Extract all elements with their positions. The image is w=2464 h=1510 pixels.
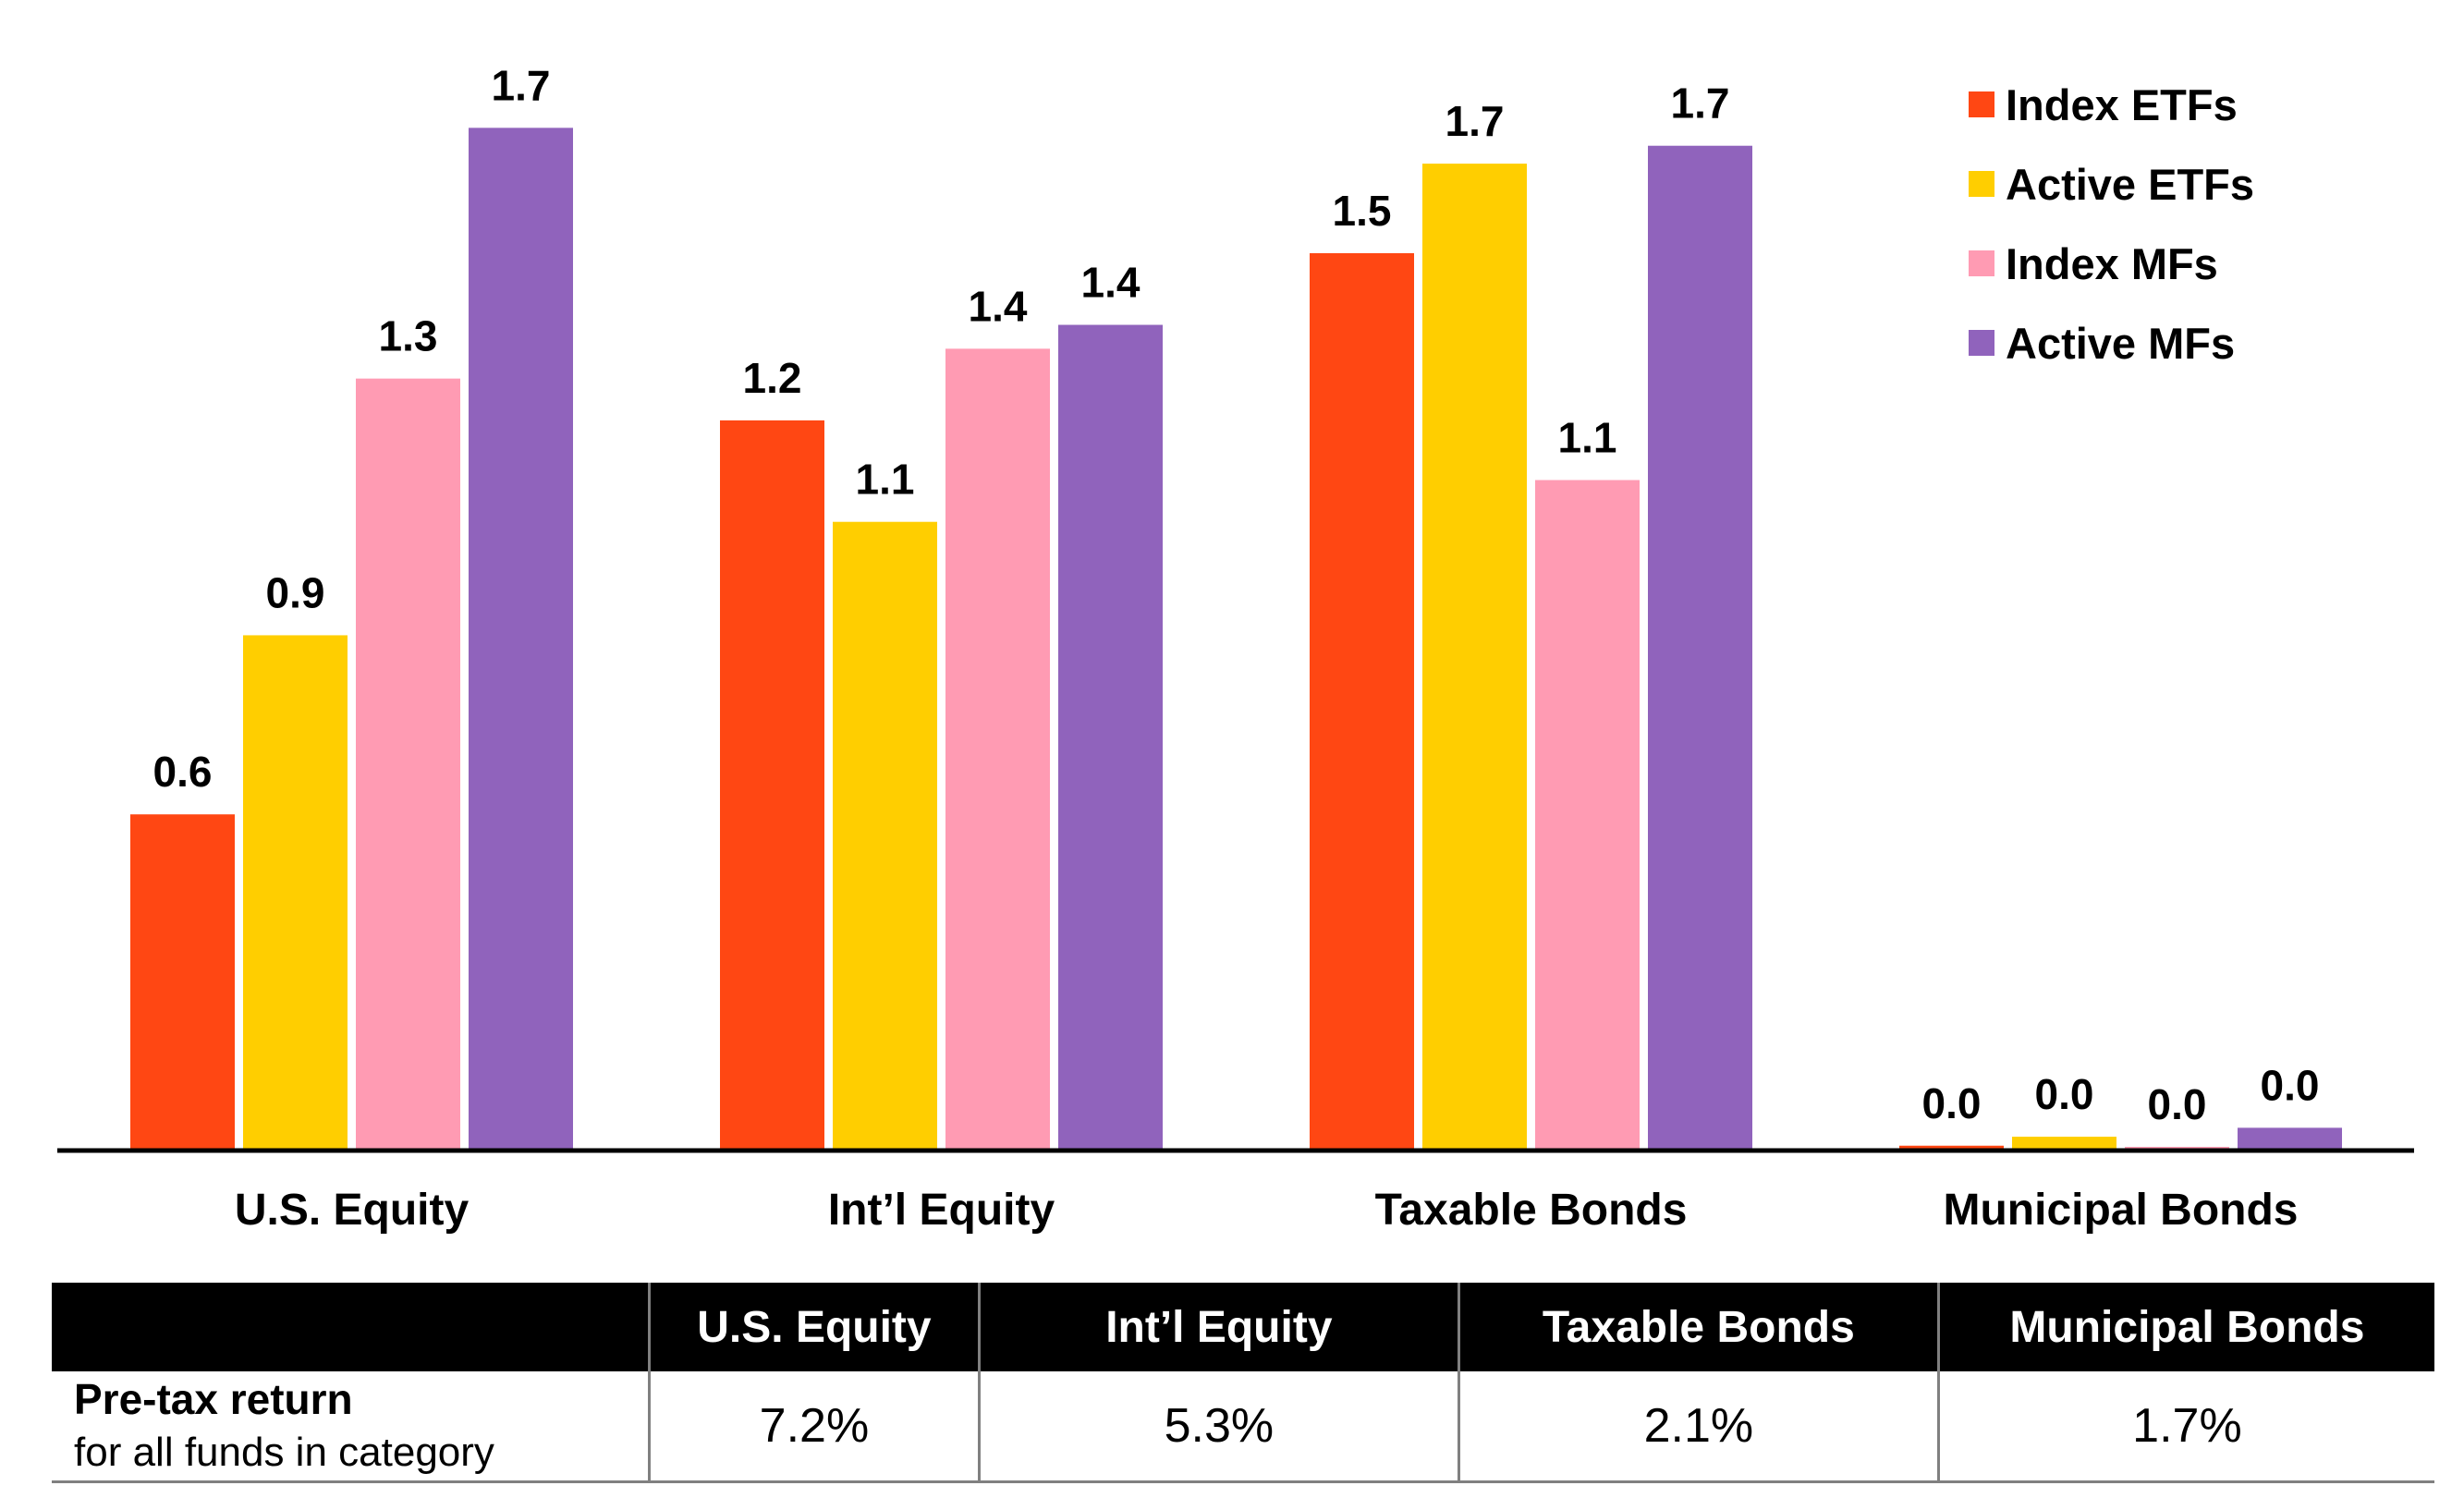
legend: Index ETFs Active ETFs Index MFs Active … [1969,65,2254,383]
bar-index-mfs-int-l-equity [945,348,1050,1149]
legend-item-index-etfs: Index ETFs [1969,65,2254,144]
table-cell: 1.7% [1936,1371,2434,1483]
data-label: 1.1 [856,456,915,504]
bar-index-etfs-u-s-equity [130,814,235,1149]
data-label: 1.7 [492,61,551,109]
table-cell: 5.3% [977,1371,1459,1483]
data-label: 0.0 [2148,1080,2207,1128]
data-label: 1.7 [1445,97,1505,145]
row-subtitle: for all funds in category [74,1430,494,1475]
legend-swatch [1969,171,1994,197]
legend-label: Index ETFs [2006,79,2238,129]
bar-active-etfs-taxable-bonds [1422,164,1527,1150]
legend-label: Index MFs [2006,238,2218,288]
bar-active-etfs-u-s-equity [243,635,348,1149]
bar-index-mfs-municipal-bonds [2125,1147,2229,1149]
row-title: Pre-tax return [74,1375,353,1423]
data-label: 1.4 [1081,259,1141,307]
table-header-cell: Municipal Bonds [1936,1283,2434,1371]
bar-index-etfs-taxable-bonds [1310,253,1414,1149]
data-label: 1.4 [969,282,1028,330]
table-row: Pre-tax return for all funds in category… [52,1371,2434,1483]
data-label: 1.3 [379,312,438,360]
pretax-return-table: U.S. Equity Int’l Equity Taxable Bonds M… [52,1283,2434,1483]
data-label: 1.1 [1558,413,1617,461]
legend-label: Active MFs [2006,318,2236,368]
table-header-cell: Int’l Equity [977,1283,1459,1371]
data-label: 1.5 [1333,187,1392,235]
legend-item-active-etfs: Active ETFs [1969,144,2254,224]
legend-item-active-mfs: Active MFs [1969,303,2254,383]
data-label: 0.0 [2261,1061,2320,1109]
data-label: 1.7 [1671,79,1730,128]
x-tick-label: Municipal Bonds [1944,1186,2299,1235]
data-label: 0.0 [2035,1070,2094,1118]
bar-active-mfs-municipal-bonds [2238,1127,2342,1149]
bar-index-etfs-municipal-bonds [1899,1145,2004,1149]
table-cell: 7.2% [648,1371,980,1483]
table-header-cell: U.S. Equity [648,1283,980,1371]
legend-swatch [1969,91,1994,117]
bar-active-mfs-int-l-equity [1058,324,1163,1149]
value-labels-layer: 0.6 0.9 1.3 1.7 1.2 1.1 1.4 1.4 1.5 1.7 1.1 1.7 0.0 0… [153,61,2320,1128]
bar-chart: 0.6 0.9 1.3 1.7 1.2 1.1 1.4 1.4 1.5 1.7 1.1 1.7 0.0 0… [57,61,2414,1235]
legend-item-index-mfs: Index MFs [1969,224,2254,303]
bar-active-etfs-int-l-equity [833,521,937,1149]
bar-index-etfs-int-l-equity [720,420,824,1149]
table-corner-cell [52,1283,650,1371]
data-label: 1.2 [743,354,802,402]
bar-index-mfs-taxable-bonds [1535,480,1640,1149]
bars-layer [130,128,2342,1150]
data-label: 0.6 [153,748,213,796]
category-labels-layer: U.S. Equity Int’l Equity Taxable Bonds Muni… [235,1186,2299,1235]
table-header-row: U.S. Equity Int’l Equity Taxable Bonds M… [52,1283,2434,1371]
table-cell: 2.1% [1457,1371,1939,1483]
row-header-cell: Pre-tax return for all funds in category [52,1371,650,1483]
data-label: 0.9 [266,568,325,616]
x-tick-label: Int’l Equity [828,1186,1055,1235]
bar-index-mfs-u-s-equity [356,378,460,1149]
table-header-cell: Taxable Bonds [1457,1283,1939,1371]
legend-swatch [1969,250,1994,276]
data-label: 0.0 [1922,1079,1982,1127]
x-tick-label: U.S. Equity [235,1186,470,1235]
legend-label: Active ETFs [2006,159,2255,209]
x-tick-label: Taxable Bonds [1375,1186,1688,1235]
bar-active-mfs-u-s-equity [469,128,573,1150]
legend-swatch [1969,330,1994,356]
bar-active-mfs-taxable-bonds [1648,145,1752,1150]
bar-active-etfs-municipal-bonds [2012,1137,2116,1149]
